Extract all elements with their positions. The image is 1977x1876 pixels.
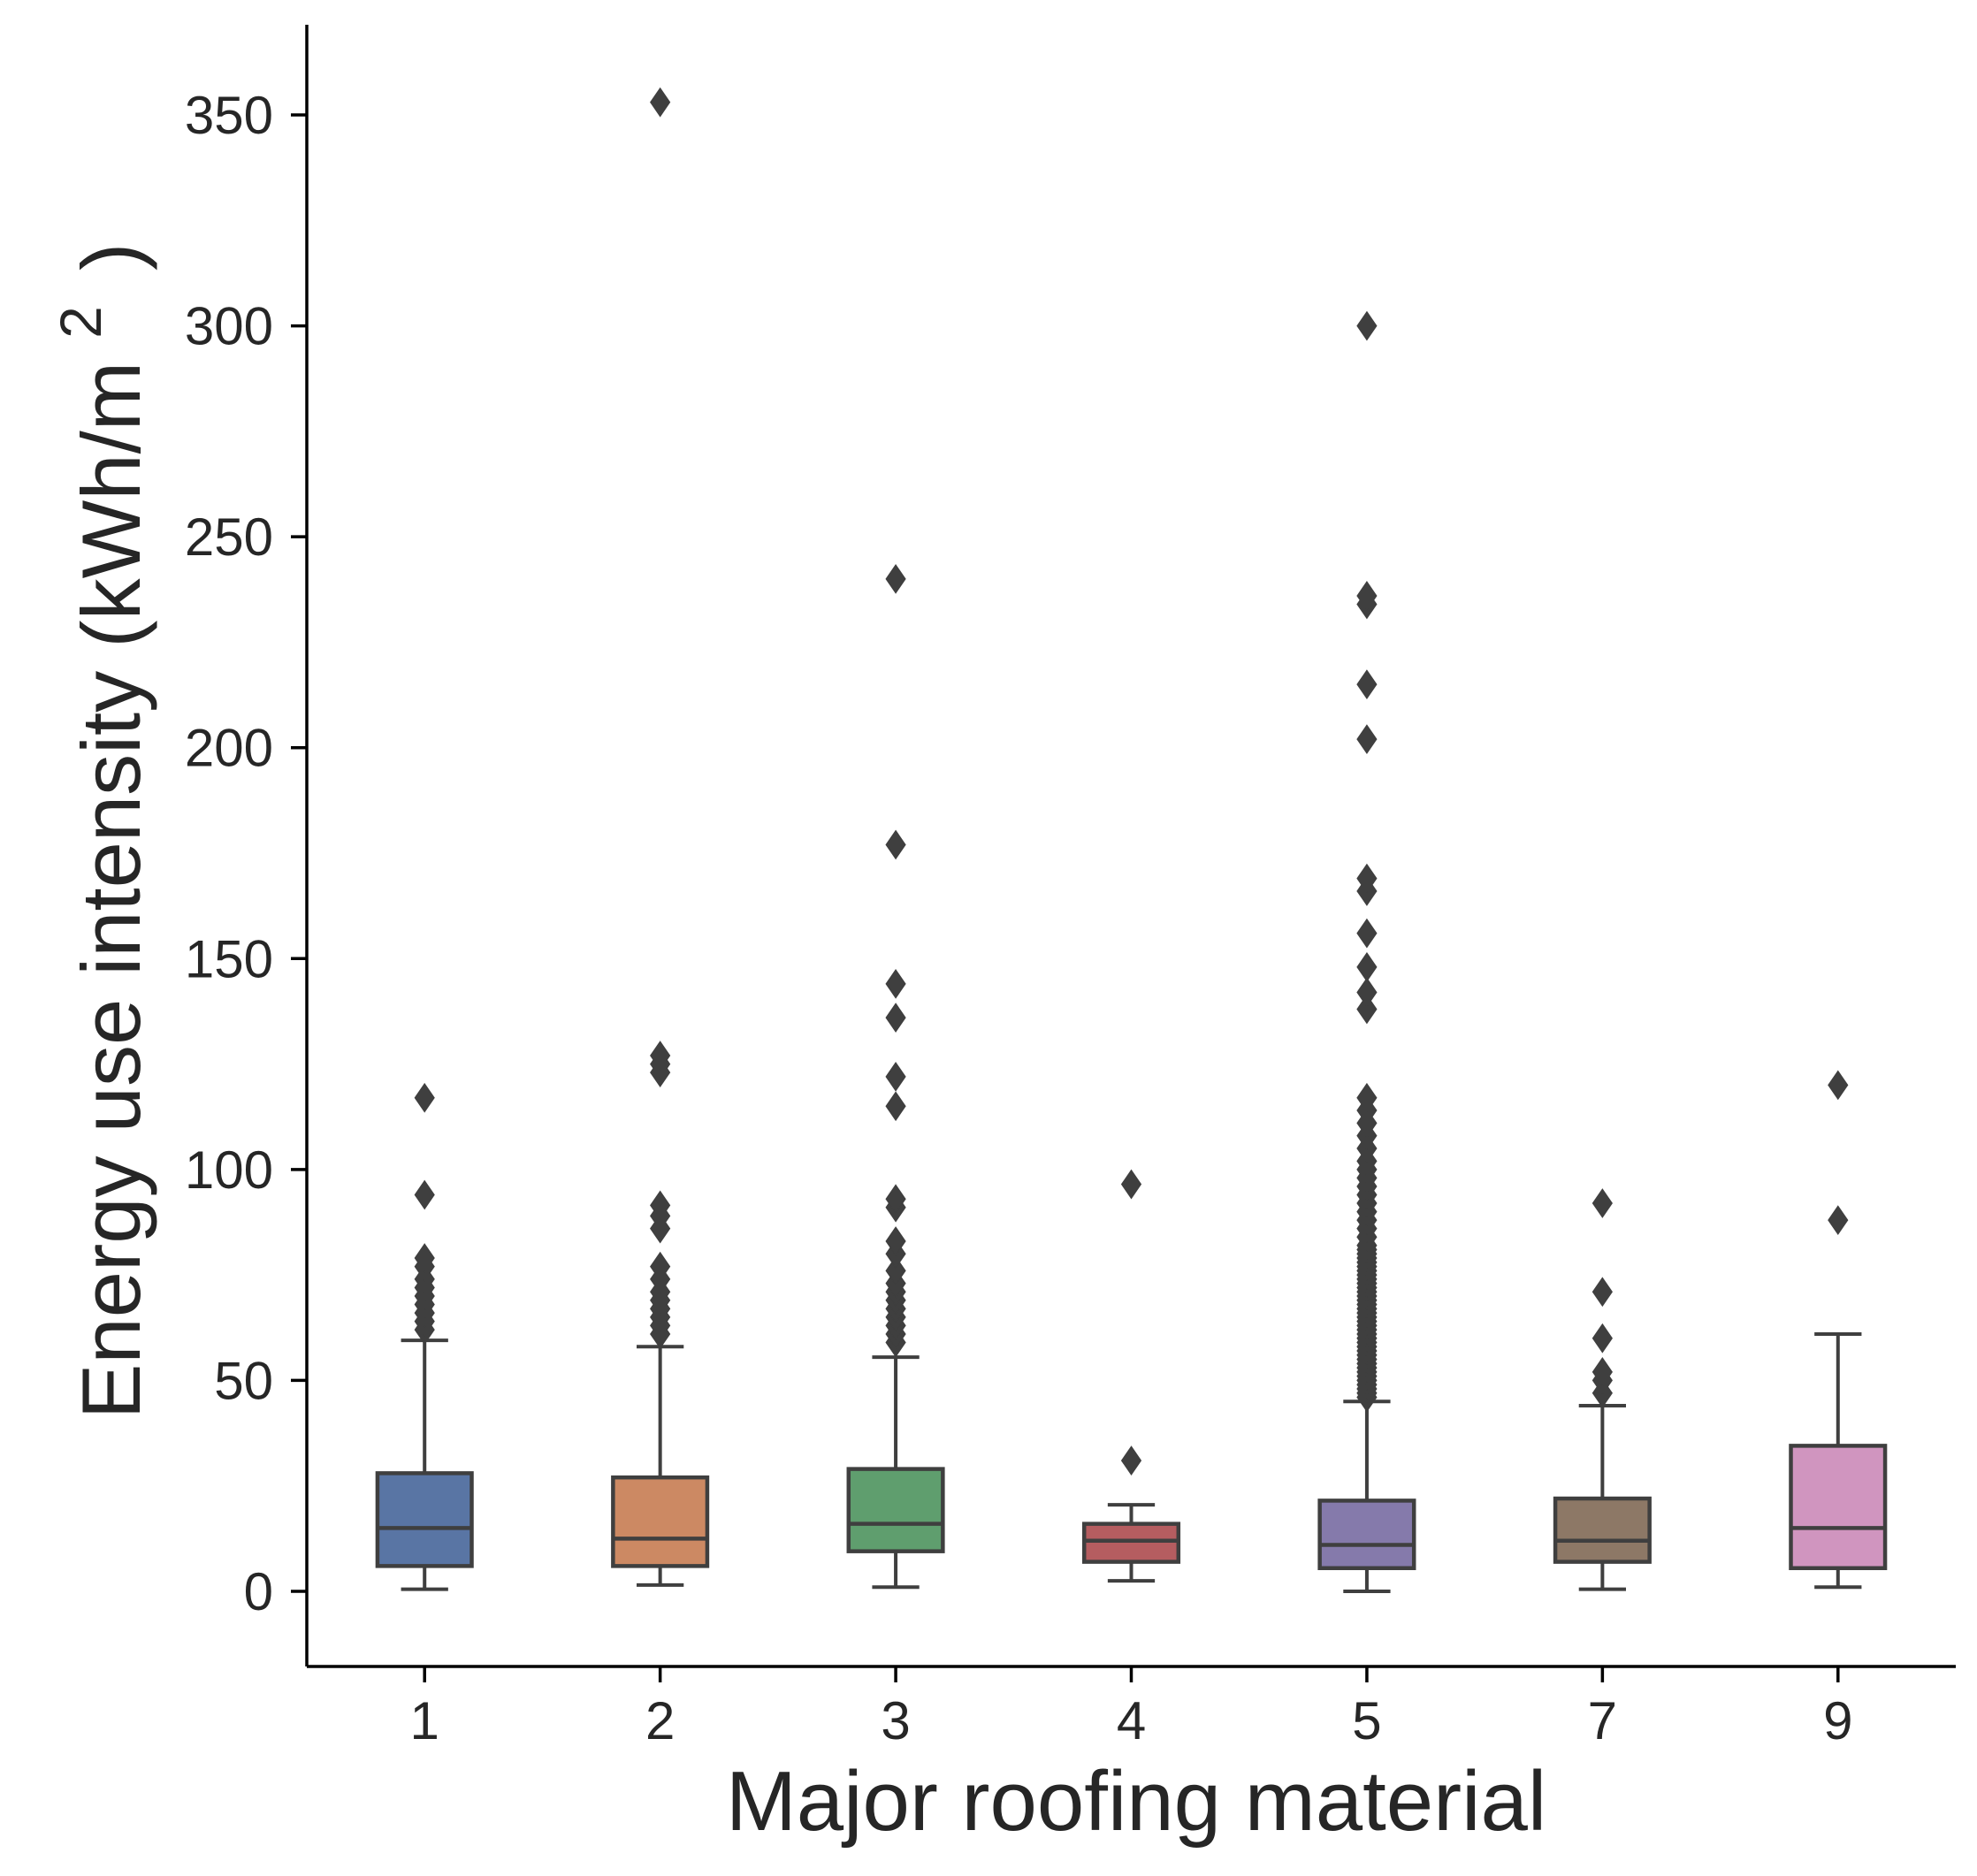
x-tick-label: 9 — [1823, 1691, 1852, 1750]
y-tick-label: 250 — [185, 507, 273, 567]
y-axis-title-close: ) — [65, 243, 157, 271]
outlier-point — [885, 1255, 906, 1286]
x-tick-label: 1 — [410, 1691, 439, 1750]
y-axis-title-main: Energy use intensity (kWh/m — [65, 362, 157, 1419]
y-tick-label: 200 — [185, 719, 273, 778]
outlier-point — [885, 829, 906, 860]
iqr-box — [611, 1475, 710, 1568]
outlier-point — [1356, 724, 1378, 755]
outlier-point — [1356, 977, 1378, 1008]
outlier-point — [885, 563, 906, 594]
outlier-point — [885, 1003, 906, 1033]
outlier-point — [885, 969, 906, 999]
x-tick-label: 7 — [1588, 1691, 1617, 1750]
outlier-point — [1592, 1357, 1613, 1387]
outlier-point — [1828, 1205, 1849, 1235]
box-group-4 — [1081, 1169, 1181, 1583]
iqr-box — [1553, 1496, 1652, 1564]
outlier-point — [650, 87, 671, 118]
x-tick-label: 4 — [1117, 1691, 1146, 1750]
outlier-point — [1592, 1188, 1613, 1218]
iqr-box — [1317, 1499, 1416, 1571]
outlier-point — [1356, 951, 1378, 982]
iqr-box — [846, 1467, 945, 1553]
outlier-point — [1356, 1082, 1378, 1113]
outlier-point — [1120, 1445, 1142, 1476]
iqr-box — [375, 1471, 474, 1568]
outlier-point — [1356, 669, 1378, 700]
x-axis-ticks: 1 2 3 4 5 7 9 — [410, 1666, 1852, 1750]
outlier-point — [885, 1062, 906, 1092]
box-group-3 — [846, 563, 945, 1590]
outlier-point — [885, 1184, 906, 1215]
x-tick-label: 2 — [645, 1691, 675, 1750]
outlier-point — [1828, 1070, 1849, 1101]
box-group-5 — [1317, 310, 1416, 1593]
plot-area — [375, 87, 1888, 1593]
y-tick-label: 150 — [185, 929, 273, 988]
x-axis-title: Major roofing material — [726, 1754, 1546, 1849]
y-tick-label: 50 — [214, 1351, 273, 1410]
x-tick-label: 5 — [1352, 1691, 1381, 1750]
iqr-box — [1081, 1521, 1181, 1564]
y-tick-label: 100 — [185, 1140, 273, 1200]
outlier-point — [1356, 581, 1378, 611]
outlier-point — [414, 1179, 435, 1210]
outlier-point — [1120, 1169, 1142, 1200]
y-tick-label: 0 — [244, 1562, 273, 1621]
y-axis-ticks: 0 50 100 150 200 250 300 350 — [185, 86, 307, 1621]
outlier-point — [650, 1041, 671, 1071]
box-group-2 — [611, 87, 710, 1587]
outlier-point — [1592, 1277, 1613, 1308]
outlier-point — [1592, 1323, 1613, 1354]
outlier-point — [1356, 310, 1378, 341]
outlier-point — [1356, 918, 1378, 949]
outlier-point — [414, 1243, 435, 1273]
outlier-point — [885, 1226, 906, 1256]
x-tick-label: 3 — [881, 1691, 910, 1750]
outlier-point — [650, 1190, 671, 1221]
y-tick-label: 350 — [185, 86, 273, 145]
outlier-point — [414, 1082, 435, 1113]
outlier-point — [1356, 994, 1378, 1025]
outlier-point — [885, 1091, 906, 1122]
y-axis-title-superscript: 2 — [48, 306, 113, 339]
outlier-point — [650, 1251, 671, 1282]
y-axis-title: Energy use intensity (kWh/m 2 ) — [26, 243, 157, 1420]
box-group-9 — [1789, 1070, 1888, 1590]
box-group-7 — [1553, 1188, 1652, 1591]
outlier-point — [1356, 863, 1378, 894]
iqr-box — [1789, 1444, 1888, 1571]
y-tick-label: 300 — [185, 297, 273, 356]
box-group-1 — [375, 1082, 474, 1591]
